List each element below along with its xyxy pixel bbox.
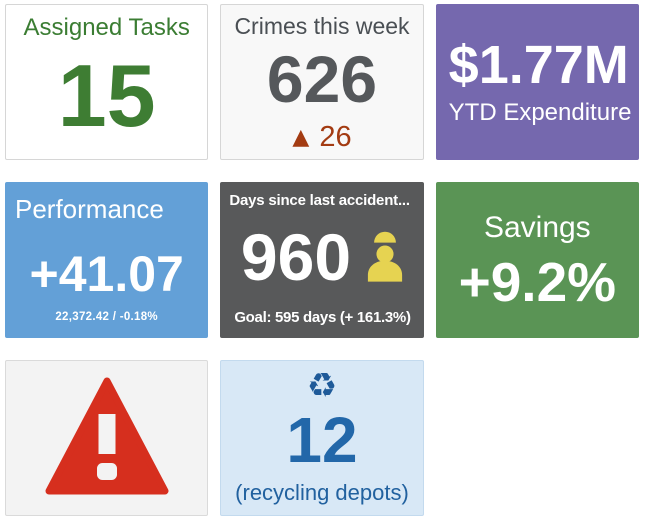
card-savings: Savings +9.2% [435, 182, 639, 338]
worker-icon [366, 228, 404, 287]
assigned-tasks-value: 15 [57, 45, 156, 145]
assigned-tasks-title: Assigned Tasks [23, 14, 190, 41]
savings-value: +9.2% [458, 250, 617, 313]
performance-title: Performance [15, 194, 164, 224]
up-triangle-icon: ▲ [292, 124, 310, 150]
recycling-label: (recycling depots) [235, 480, 409, 505]
expenditure-value: $1.77M [448, 35, 629, 96]
crimes-delta: ▲ 26 [292, 121, 351, 154]
crimes-delta-value: 26 [319, 121, 352, 153]
performance-value: +41.07 [29, 246, 184, 302]
card-assigned-tasks: Assigned Tasks 15 [5, 4, 209, 160]
card-warning [5, 360, 209, 516]
crimes-title: Crimes this week [234, 13, 410, 39]
savings-title: Savings [483, 210, 591, 244]
accident-value: 960 [240, 220, 352, 294]
card-days-since-accident: Days since last accident... 960 Goal: 59… [220, 182, 424, 338]
warning-triangle-icon [43, 375, 171, 502]
accident-value-row: 960 [229, 205, 415, 309]
expenditure-label: YTD Expenditure [448, 98, 632, 126]
card-crimes-this-week: Crimes this week 626 ▲ 26 [220, 4, 424, 160]
card-recycling-depots: ♻ 12 (recycling depots) [220, 360, 424, 516]
recycle-icon: ♻ [306, 366, 338, 406]
crimes-value: 626 [266, 42, 378, 116]
card-performance: Performance +41.07 22,372.42 / -0.18% [5, 182, 209, 338]
recycling-value: 12 [286, 403, 358, 476]
card-ytd-expenditure: $1.77M YTD Expenditure [435, 4, 639, 160]
performance-detail: 22,372.42 / -0.18% [55, 311, 158, 323]
accident-goal: Goal: 595 days (+ 161.3%) [234, 309, 411, 326]
accident-title: Days since last accident... [229, 192, 410, 209]
empty-cell [436, 360, 639, 516]
